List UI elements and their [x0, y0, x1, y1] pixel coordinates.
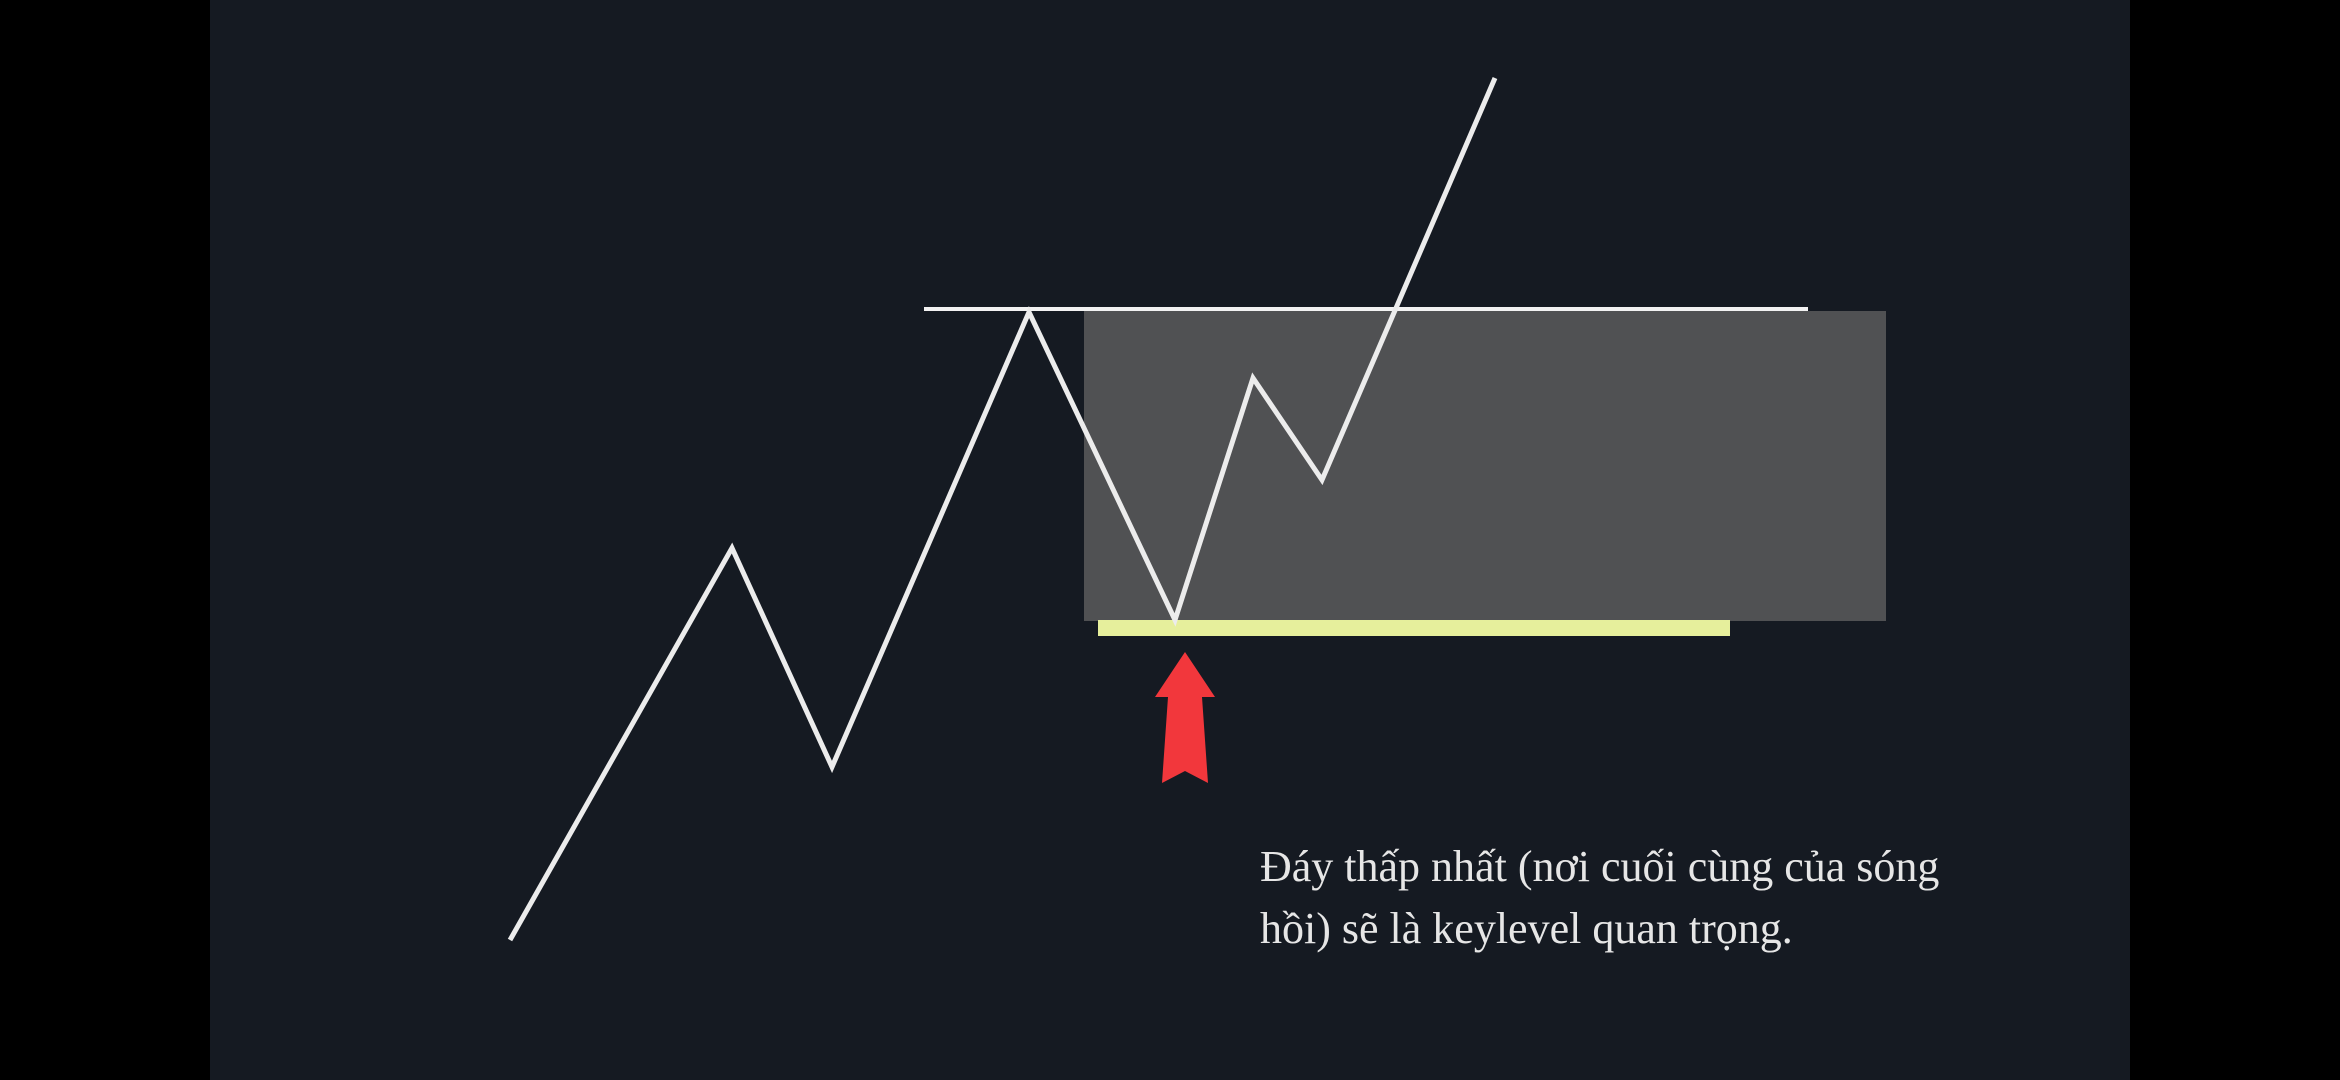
caption-line-1: Đáy thấp nhất (nơi cuối cùng của sóng: [1260, 842, 1940, 891]
price-path-line: [507, 77, 1498, 942]
diagram-canvas: Đáy thấp nhất (nơi cuối cùng của sóng hồ…: [210, 0, 2130, 1080]
key-level-highlight: [1098, 620, 1730, 636]
price-structure-diagram: [507, 77, 1886, 942]
caption-line-2: hồi) sẽ là keylevel quan trọng.: [1260, 904, 1793, 953]
pullback-zone-box: [1084, 311, 1886, 621]
letterbox-right: [2130, 0, 2340, 1080]
letterbox-left: [0, 0, 210, 1080]
caption: Đáy thấp nhất (nơi cuối cùng của sóng hồ…: [1260, 836, 2060, 960]
up-arrow-icon: [1155, 652, 1215, 783]
